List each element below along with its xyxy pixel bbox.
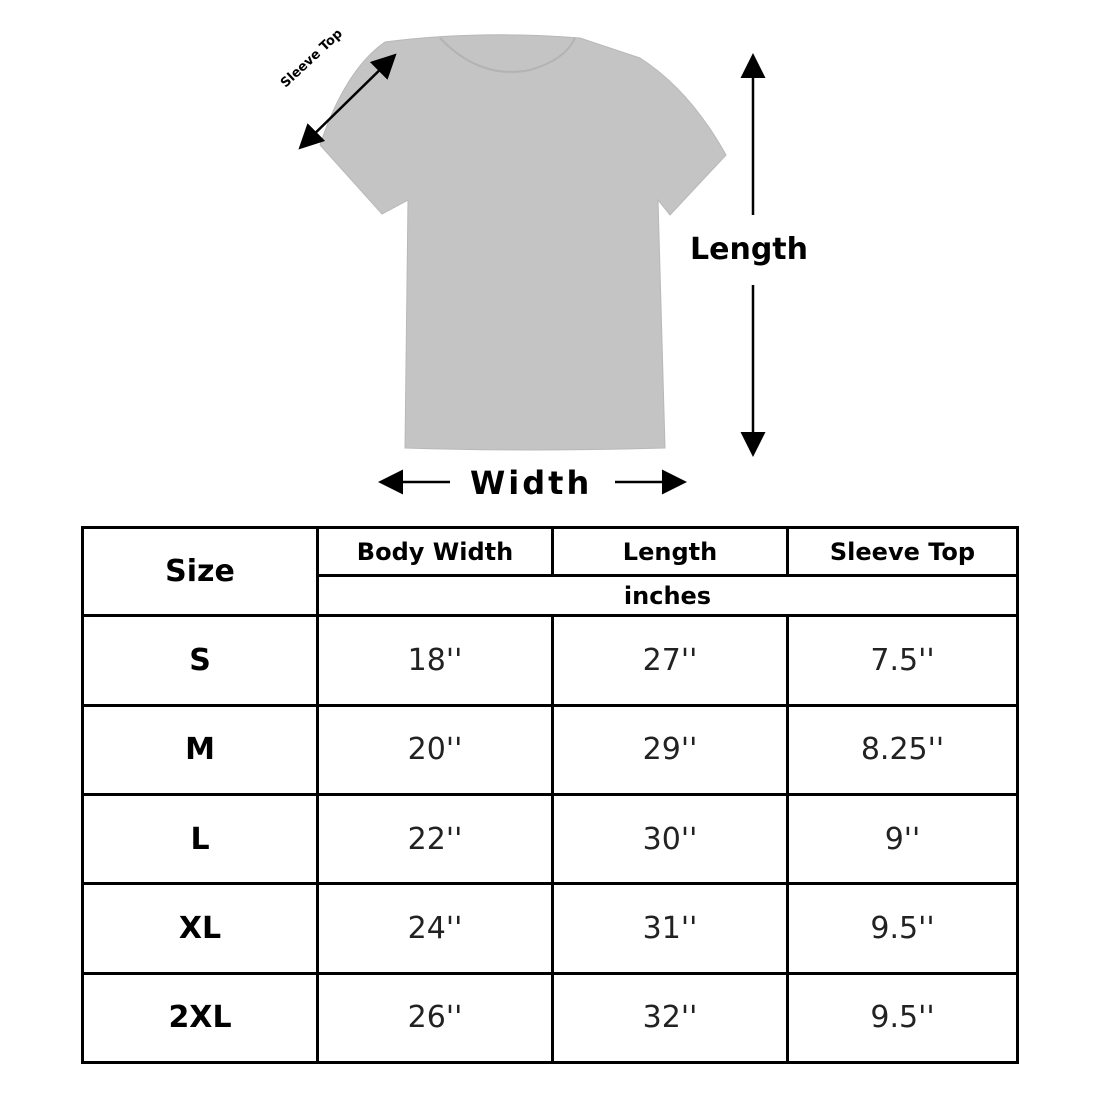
size-header: Size	[81, 525, 319, 618]
table-row: 2XL 26'' 32'' 9.5''	[81, 971, 1019, 1065]
size-cell: L	[81, 792, 319, 886]
size-cell: S	[81, 614, 319, 707]
header-row: Size Body Width Length Sleeve Top	[81, 525, 1019, 618]
column-header-length: Length	[551, 525, 789, 578]
value-cell: 9.5''	[786, 882, 1019, 975]
value-cell: 8.25''	[786, 703, 1019, 796]
value-cell: 26''	[316, 971, 554, 1065]
width-label: Width	[470, 464, 593, 502]
table-row: XL 24'' 31'' 9.5''	[81, 882, 1019, 975]
column-header-sleeve-top: Sleeve Top	[786, 525, 1019, 578]
value-cell: 27''	[551, 614, 789, 707]
sleeve-arrow	[298, 53, 397, 150]
table-row: S 18'' 27'' 7.5''	[81, 614, 1019, 707]
value-cell: 20''	[316, 703, 554, 796]
unit-label: inches	[316, 574, 1019, 618]
table-row: M 20'' 29'' 8.25''	[81, 703, 1019, 796]
value-cell: 22''	[316, 792, 554, 886]
value-cell: 18''	[316, 614, 554, 707]
collar	[439, 37, 576, 73]
value-cell: 31''	[551, 882, 789, 975]
tshirt-image	[319, 34, 727, 451]
value-cell: 9.5''	[786, 971, 1019, 1065]
size-cell: M	[81, 703, 319, 796]
value-cell: 24''	[316, 882, 554, 975]
column-header-body-width: Body Width	[316, 525, 554, 578]
value-cell: 9''	[786, 792, 1019, 886]
unit-row: inches	[83, 574, 1019, 618]
size-chart-table: Size Body Width Length Sleeve Top inches…	[81, 525, 1019, 1065]
value-cell: 29''	[551, 703, 789, 796]
size-cell: XL	[81, 882, 319, 975]
tshirt-diagram	[298, 34, 766, 495]
value-cell: 32''	[551, 971, 789, 1065]
value-cell: 7.5''	[786, 614, 1019, 707]
size-cell: 2XL	[81, 971, 319, 1065]
table-row: L 22'' 30'' 9''	[81, 792, 1019, 886]
value-cell: 30''	[551, 792, 789, 886]
length-label: Length	[690, 232, 808, 267]
